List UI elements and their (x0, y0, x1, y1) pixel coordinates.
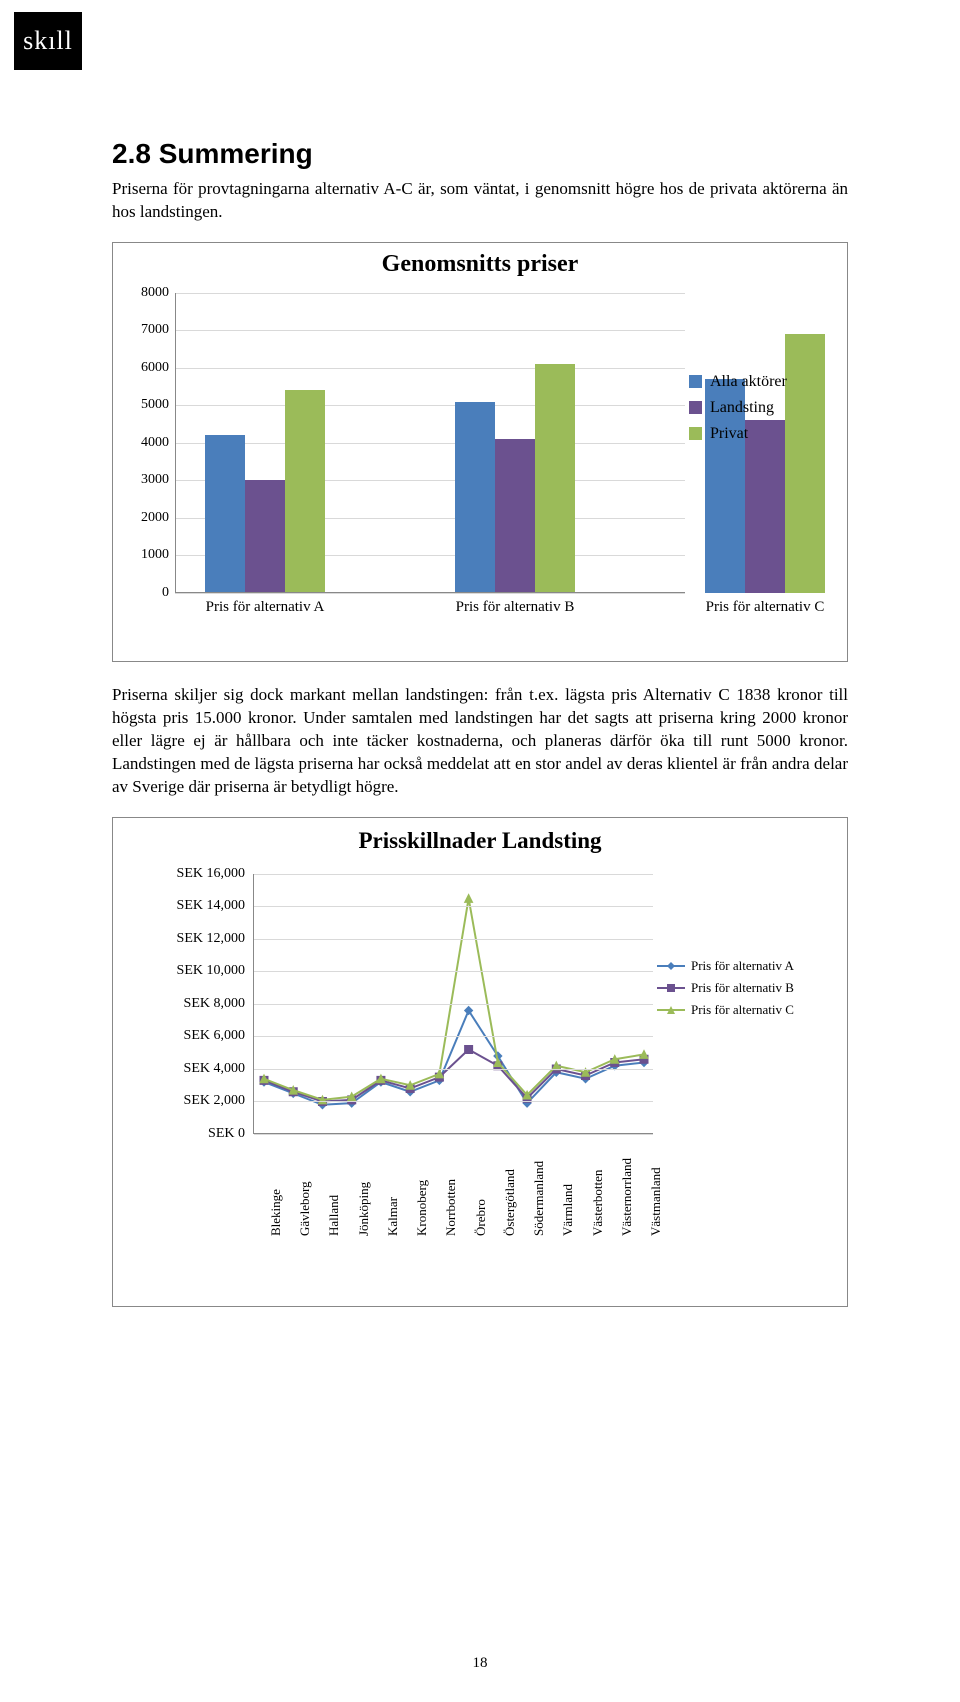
legend-swatch (689, 427, 702, 440)
line-chart: Prisskillnader Landsting SEK 0 SEK 2,000 S… (112, 817, 848, 1307)
bar-chart-plot (175, 293, 685, 593)
line-x-label: Västerbotten (590, 1169, 606, 1235)
line-y-tick: SEK 10,000 (177, 963, 245, 979)
paragraph-2: Priserna skiljer sig dock markant mellan… (112, 684, 848, 799)
page-content: 2.8 Summering Priserna för provtagningar… (112, 138, 848, 1307)
legend-swatch (689, 375, 702, 388)
legend-swatch (689, 401, 702, 414)
bar-x-label: Pris för alternativ B (435, 599, 595, 616)
line-x-label: Södermanland (531, 1160, 547, 1235)
legend-label: Pris för alternativ A (691, 958, 794, 974)
bar-y-tick: 4000 (141, 435, 169, 451)
bar-x-label: Pris för alternativ C (685, 599, 845, 616)
line-marker (465, 894, 473, 902)
bar-y-tick: 6000 (141, 360, 169, 376)
bar-chart-title: Genomsnitts priser (113, 243, 847, 278)
line-x-label: Örebro (473, 1199, 489, 1236)
line-y-tick: SEK 16,000 (177, 866, 245, 882)
line-x-label: Blekinge (268, 1189, 284, 1236)
bar-y-tick: 1000 (141, 547, 169, 563)
brand-logo: skıll (14, 12, 82, 70)
line-x-label: Jönköping (356, 1181, 372, 1235)
line-y-tick: SEK 12,000 (177, 931, 245, 947)
legend-swatch (657, 960, 685, 972)
legend-label: Privat (710, 425, 748, 443)
legend-label: Alla aktörer (710, 373, 787, 391)
line-y-tick: SEK 0 (208, 1126, 245, 1142)
bar-x-label: Pris för alternativ A (185, 599, 345, 616)
line-chart-title: Prisskillnader Landsting (113, 818, 847, 854)
bar-chart-legend: Alla aktörer Landsting Privat (689, 373, 829, 451)
line-y-tick: SEK 8,000 (184, 996, 245, 1012)
legend-item: Privat (689, 425, 829, 443)
legend-item: Pris för alternativ B (657, 980, 831, 996)
bar-y-tick: 0 (162, 585, 169, 601)
legend-swatch (657, 982, 685, 994)
line-chart-legend: Pris för alternativ A Pris för alternativ… (657, 958, 831, 1024)
line-x-label: Värmland (560, 1184, 576, 1236)
bar-y-tick: 5000 (141, 397, 169, 413)
bar-y-tick: 8000 (141, 285, 169, 301)
bar (245, 480, 285, 593)
line-y-tick: SEK 4,000 (184, 1061, 245, 1077)
line-x-label: Kalmar (385, 1197, 401, 1236)
line-series (264, 1010, 644, 1104)
bar-chart-y-axis: 010002000300040005000600070008000 (123, 293, 173, 593)
bar (535, 364, 575, 593)
legend-item: Pris för alternativ C (657, 1002, 831, 1018)
bar-y-tick: 3000 (141, 472, 169, 488)
legend-swatch (657, 1004, 685, 1016)
line-x-label: Gävleborg (297, 1181, 313, 1236)
line-x-label: Västmanland (648, 1167, 664, 1236)
bar (495, 439, 535, 593)
bar-y-tick: 2000 (141, 510, 169, 526)
line-x-label: Västernorrland (619, 1158, 635, 1236)
line-x-label: Östergötland (502, 1169, 518, 1236)
line-x-label: Norrbotten (443, 1179, 459, 1236)
legend-item: Alla aktörer (689, 373, 829, 391)
line-y-tick: SEK 2,000 (184, 1093, 245, 1109)
bar (455, 402, 495, 593)
legend-label: Pris för alternativ B (691, 980, 794, 996)
line-y-tick: SEK 6,000 (184, 1028, 245, 1044)
legend-label: Landsting (710, 399, 774, 417)
paragraph-1: Priserna för provtagningarna alternativ … (112, 178, 848, 224)
section-heading: 2.8 Summering (112, 138, 848, 170)
line-y-tick: SEK 14,000 (177, 898, 245, 914)
page-number: 18 (0, 1655, 960, 1672)
line-x-label: Halland (326, 1194, 342, 1235)
bar-y-tick: 7000 (141, 322, 169, 338)
line-x-label: Kronoberg (414, 1179, 430, 1235)
line-marker (465, 1045, 473, 1053)
bar-chart: Genomsnitts priser 0 1000 2000 3000 4000 5000… (112, 242, 848, 662)
bar (205, 435, 245, 593)
legend-label: Pris för alternativ C (691, 1002, 794, 1018)
legend-item: Pris för alternativ A (657, 958, 831, 974)
legend-item: Landsting (689, 399, 829, 417)
line-chart-y-axis: SEK 0SEK 2,000SEK 4,000SEK 6,000SEK 8,00… (145, 874, 249, 1134)
line-chart-plot (253, 874, 653, 1134)
bar (285, 390, 325, 593)
